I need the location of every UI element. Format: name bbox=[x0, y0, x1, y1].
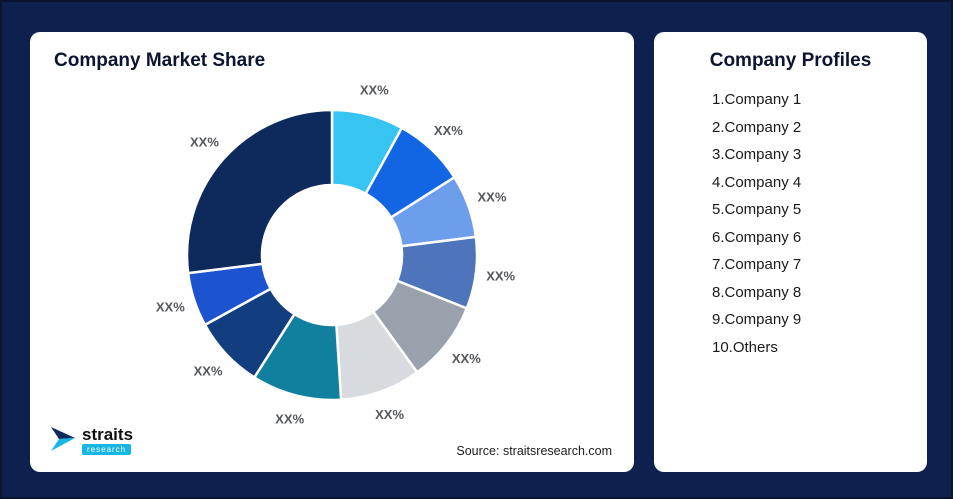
list-item: 10.Others bbox=[712, 338, 778, 356]
donut-chart: XX% XX% XX% XX% XX% XX% XX% XX% XX% XX% bbox=[156, 82, 516, 427]
list-item: 1.Company 1 bbox=[712, 91, 802, 108]
profiles-list: 1.Company 1 2.Company 2 3.Company 3 4.Co… bbox=[654, 72, 927, 361]
segment-label: XX% bbox=[434, 123, 463, 138]
segment-label: XX% bbox=[477, 189, 506, 204]
list-item: 3.Company 3 bbox=[712, 146, 802, 163]
segment-label: XX% bbox=[275, 412, 304, 427]
list-item: 8.Company 8 bbox=[712, 283, 802, 301]
profiles-title: Company Profiles bbox=[709, 50, 872, 71]
donut-segment bbox=[185, 108, 334, 275]
straits-research-logo: straits research bbox=[50, 423, 133, 458]
list-item: 4.Company 4 bbox=[712, 173, 802, 191]
segment-label: XX% bbox=[486, 268, 515, 283]
segment-label: XX% bbox=[156, 300, 185, 315]
logo-name: straits bbox=[82, 425, 134, 444]
logo-arrow-icon bbox=[50, 423, 76, 458]
logo-text: straits research bbox=[82, 426, 133, 455]
list-item: 2.Company 2 bbox=[712, 118, 802, 136]
list-item: 7.Company 7 bbox=[712, 256, 802, 273]
chart-title: Company Market Share bbox=[54, 50, 266, 71]
segment-label: XX% bbox=[360, 82, 389, 97]
segment-label: XX% bbox=[194, 363, 223, 378]
logo-subtitle: research bbox=[82, 444, 132, 455]
segment-label: XX% bbox=[375, 407, 404, 422]
list-item: 6.Company 6 bbox=[712, 228, 802, 246]
company-profiles-card: Company Profiles 1.Company 1 2.Company 2… bbox=[654, 32, 927, 472]
source-attribution: Source: straitsresearch.com bbox=[456, 444, 612, 458]
list-item: 5.Company 5 bbox=[712, 201, 802, 218]
market-share-card: Company Market Share XX% XX% XX% XX% XX% XX% X… bbox=[30, 32, 634, 472]
segment-label: XX% bbox=[190, 135, 219, 150]
list-item: 9.Company 9 bbox=[712, 311, 802, 328]
segment-label: XX% bbox=[452, 351, 481, 366]
